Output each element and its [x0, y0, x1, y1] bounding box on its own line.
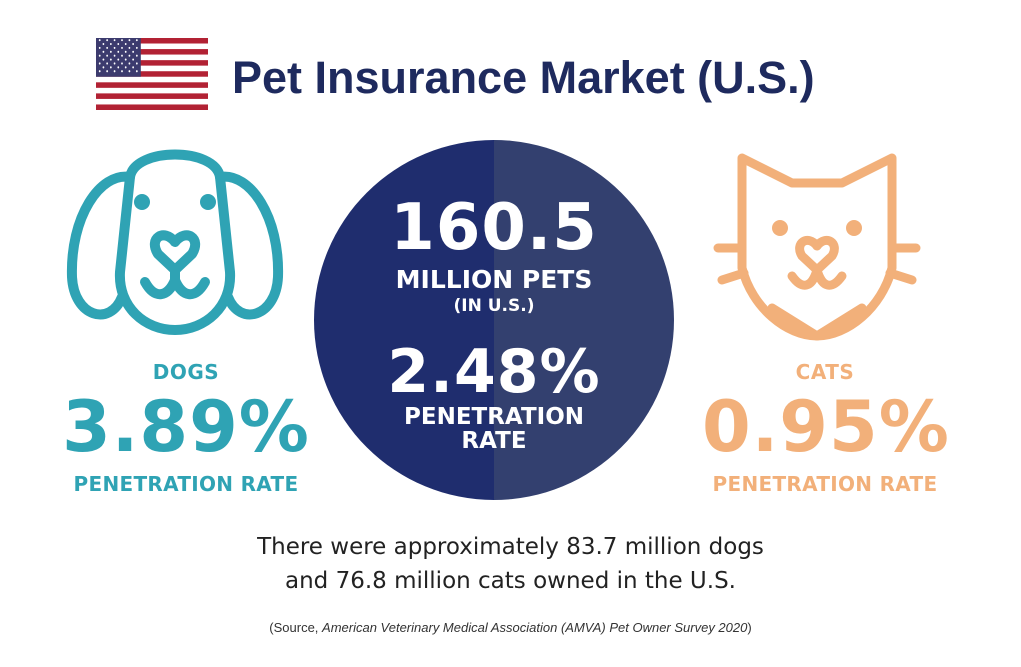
center-stats: 160.5 MILLION PETS (IN U.S.) 2.48% PENET…	[314, 140, 674, 500]
cats-rate-label: PENETRATION RATE	[712, 472, 938, 496]
cats-penetration-rate: 0.95%	[702, 386, 950, 468]
dogs-penetration-rate: 3.89%	[62, 386, 310, 468]
total-pets-sub-label: (IN U.S.)	[453, 296, 535, 316]
cat-icon	[713, 153, 921, 341]
dogs-rate-label: PENETRATION RATE	[73, 472, 299, 496]
overall-rate-label-1: PENETRATION	[404, 404, 584, 430]
source-title: American Veterinary Medical Association …	[322, 620, 748, 635]
dogs-stat: DOGS 3.89% PENETRATION RATE	[50, 360, 322, 496]
ownership-statement: There were approximately 83.7 million do…	[0, 530, 1021, 598]
total-pets-label: MILLION PETS	[395, 265, 593, 294]
page-title: Pet Insurance Market (U.S.)	[232, 52, 815, 103]
overall-penetration-rate: 2.48%	[387, 337, 601, 407]
total-pets-value: 160.5	[390, 191, 598, 265]
overall-rate-label-2: RATE	[461, 428, 527, 454]
dogs-label: DOGS	[152, 360, 220, 384]
cats-label: CATS	[795, 360, 855, 384]
source-suffix: )	[747, 620, 752, 635]
source-prefix: (Source,	[269, 620, 323, 635]
center-circle	[314, 140, 674, 500]
dog-icon	[66, 149, 284, 335]
statement-line-2: and 76.8 million cats owned in the U.S.	[285, 568, 736, 594]
source-citation: (Source, American Veterinary Medical Ass…	[0, 620, 1021, 635]
cats-stat: CATS 0.95% PENETRATION RATE	[702, 360, 950, 496]
statement-line-1: There were approximately 83.7 million do…	[257, 534, 764, 560]
us-flag-icon	[96, 38, 208, 110]
